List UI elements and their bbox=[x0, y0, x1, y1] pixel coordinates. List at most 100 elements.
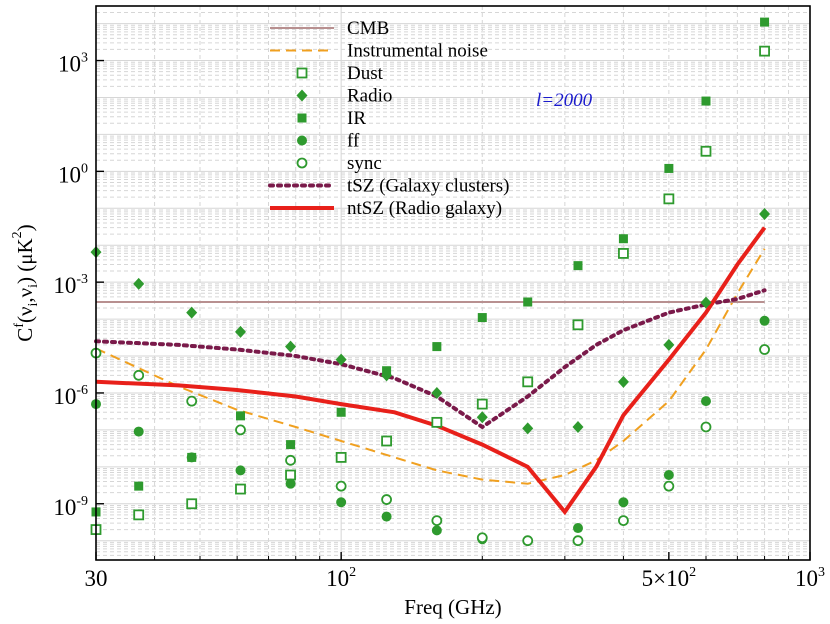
series-ir bbox=[91, 17, 770, 517]
dust-point bbox=[431, 416, 443, 428]
y-tick-label: 10-3 bbox=[53, 272, 88, 298]
ff-point bbox=[381, 511, 392, 522]
series-ntsz-radio-galaxy bbox=[95, 226, 767, 516]
legend-swatch bbox=[297, 113, 307, 123]
legend-item-sync: sync bbox=[296, 153, 382, 174]
dust-point bbox=[700, 145, 712, 157]
legend-label: sync bbox=[347, 153, 382, 174]
ff-point bbox=[235, 465, 246, 476]
legend-swatch bbox=[297, 135, 307, 146]
dust-point bbox=[335, 451, 347, 463]
radio-point bbox=[476, 411, 488, 424]
ff-point bbox=[336, 497, 347, 508]
dust-point bbox=[235, 483, 246, 495]
legend-item-ff: ff bbox=[297, 131, 360, 152]
sync-point bbox=[335, 480, 347, 492]
ff-point bbox=[700, 396, 711, 407]
dust-point bbox=[133, 509, 145, 521]
dust-point bbox=[759, 45, 770, 57]
ir-point bbox=[134, 481, 144, 491]
x-axis-label: Freq (GHz) bbox=[404, 595, 501, 619]
legend-label: tSZ (Galaxy clusters) bbox=[347, 176, 510, 197]
ir-point bbox=[477, 313, 487, 323]
sync-point bbox=[759, 344, 770, 355]
legend-swatch bbox=[296, 89, 308, 102]
radio-point bbox=[335, 353, 347, 366]
ir-point bbox=[573, 261, 583, 271]
dust-point bbox=[572, 319, 584, 331]
instrumental-noise-line bbox=[95, 248, 766, 485]
y-tick-label: 10-9 bbox=[53, 494, 88, 520]
radio-point bbox=[186, 306, 198, 319]
dust-point bbox=[663, 193, 675, 205]
ff-point bbox=[663, 470, 674, 481]
series-ff bbox=[91, 315, 770, 546]
radio-point bbox=[235, 325, 247, 338]
plot-frame bbox=[95, 5, 811, 561]
series-instrumental-noise bbox=[95, 248, 766, 485]
x-tick-label: 102 bbox=[326, 565, 356, 591]
legend-label: IR bbox=[347, 108, 366, 129]
legend-item-cmb: CMB bbox=[270, 18, 389, 39]
x-tick-label: 30 bbox=[85, 566, 108, 591]
sync-point bbox=[186, 395, 198, 407]
dust-point bbox=[618, 248, 629, 259]
ff-point bbox=[133, 426, 144, 437]
radio-point bbox=[700, 296, 712, 309]
radio-point bbox=[133, 277, 145, 290]
ir-point bbox=[618, 234, 628, 244]
dust-point bbox=[186, 498, 198, 510]
ff-point bbox=[431, 525, 442, 536]
radio-point bbox=[285, 340, 297, 353]
ff-point bbox=[759, 315, 770, 326]
ir-point bbox=[382, 366, 392, 376]
dust-point bbox=[476, 398, 488, 410]
ir-point bbox=[664, 163, 674, 173]
ff-point bbox=[186, 452, 197, 463]
ff-point bbox=[618, 497, 629, 508]
radio-point bbox=[617, 375, 629, 388]
ir-point bbox=[701, 96, 711, 106]
legend-label: ff bbox=[347, 131, 360, 152]
annotation-l: l=2000 bbox=[536, 90, 593, 111]
series-radio bbox=[90, 208, 771, 435]
ir-point bbox=[523, 297, 533, 307]
legend-label: Instrumental noise bbox=[347, 41, 488, 62]
sync-point bbox=[476, 532, 488, 544]
sync-point bbox=[235, 424, 246, 436]
x-tick-label: 103 bbox=[795, 565, 825, 591]
legend-item-dust: Dust bbox=[296, 63, 384, 84]
sync-point bbox=[431, 515, 443, 526]
sync-point bbox=[618, 515, 629, 526]
y-tick-label: 100 bbox=[58, 161, 88, 187]
dust-point bbox=[381, 435, 392, 447]
series-sync bbox=[90, 344, 770, 547]
legend-item-ir: IR bbox=[297, 108, 366, 129]
sync-point bbox=[700, 421, 712, 433]
legend-label: Dust bbox=[347, 63, 384, 84]
ir-point bbox=[760, 17, 770, 27]
x-tick-label: 5×102 bbox=[642, 565, 696, 591]
legend-swatch bbox=[296, 157, 308, 169]
legend-label: CMB bbox=[347, 18, 389, 39]
radio-point bbox=[431, 386, 443, 399]
sync-point bbox=[133, 369, 145, 381]
sync-point bbox=[663, 480, 675, 492]
series-tsz-galaxy-clusters bbox=[94, 288, 767, 430]
ntsz-radio-galaxy-line bbox=[95, 226, 767, 516]
radio-point bbox=[522, 422, 534, 435]
legend-item-instrumental-noise: Instrumental noise bbox=[270, 41, 488, 62]
sync-point bbox=[381, 494, 392, 505]
radio-point bbox=[759, 208, 771, 221]
legend-item-radio: Radio bbox=[296, 86, 392, 107]
legend-item-tsz-galaxy-clusters: tSZ (Galaxy clusters) bbox=[268, 176, 510, 197]
ff-point bbox=[285, 478, 296, 489]
radio-point bbox=[663, 338, 675, 351]
sync-point bbox=[285, 454, 296, 466]
y-axis-label: Cf(νi,νi) (μK2) bbox=[10, 224, 41, 341]
ir-point bbox=[432, 342, 442, 352]
sync-point bbox=[522, 535, 534, 547]
dust-point bbox=[522, 376, 534, 388]
